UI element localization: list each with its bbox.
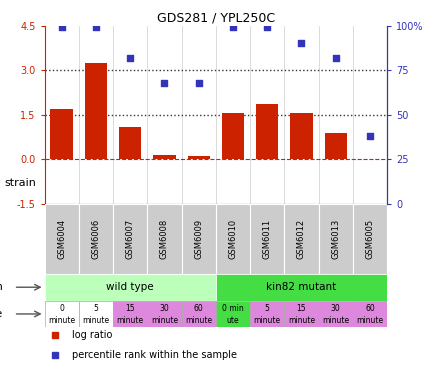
Text: minute: minute (82, 316, 109, 325)
Text: time: time (0, 309, 4, 319)
Text: GSM6012: GSM6012 (297, 219, 306, 259)
Text: GSM6007: GSM6007 (125, 219, 135, 259)
Text: 5: 5 (265, 304, 270, 313)
Text: GSM6010: GSM6010 (228, 219, 238, 259)
Bar (119, 127, 142, 159)
Bar (50, 109, 73, 159)
Bar (147, 300, 182, 327)
Point (195, 80, 202, 86)
Bar (44, 204, 79, 274)
Text: minute: minute (356, 316, 384, 325)
Text: 30: 30 (331, 304, 340, 313)
Bar (250, 300, 284, 327)
Bar (182, 300, 216, 327)
Bar (216, 204, 250, 274)
Bar (319, 300, 353, 327)
Point (58, 25, 65, 30)
Text: minute: minute (185, 316, 212, 325)
Text: kin82 mutant: kin82 mutant (267, 282, 336, 292)
Text: strain: strain (0, 282, 4, 292)
Point (298, 41, 305, 46)
Point (367, 133, 374, 139)
Text: minute: minute (254, 316, 281, 325)
Text: GSM6004: GSM6004 (57, 219, 66, 259)
Text: 0: 0 (59, 304, 64, 313)
Bar (284, 300, 319, 327)
Bar (319, 204, 353, 274)
Bar (79, 204, 113, 274)
Text: 5: 5 (93, 304, 98, 313)
Text: 60: 60 (365, 304, 375, 313)
Bar (79, 300, 113, 327)
Bar (216, 300, 250, 327)
Bar (216, 274, 387, 300)
Bar (256, 104, 279, 159)
Text: minute: minute (151, 316, 178, 325)
Text: 15: 15 (297, 304, 306, 313)
Text: log ratio: log ratio (72, 330, 112, 340)
Text: GSM6011: GSM6011 (263, 219, 272, 259)
Bar (353, 204, 387, 274)
Bar (85, 63, 107, 159)
Text: minute: minute (288, 316, 315, 325)
Bar (353, 300, 387, 327)
Text: percentile rank within the sample: percentile rank within the sample (72, 350, 237, 360)
Text: 30: 30 (160, 304, 169, 313)
Bar (324, 132, 347, 159)
Text: 0 min: 0 min (222, 304, 244, 313)
Bar (284, 204, 319, 274)
Bar (44, 274, 216, 300)
Text: GSM6006: GSM6006 (91, 219, 101, 259)
Bar (290, 113, 313, 159)
Text: GSM6013: GSM6013 (331, 219, 340, 259)
Point (161, 80, 168, 86)
Title: GDS281 / YPL250C: GDS281 / YPL250C (157, 11, 275, 25)
Text: strain: strain (4, 178, 36, 188)
Point (230, 25, 237, 30)
Bar (153, 155, 176, 159)
Text: minute: minute (322, 316, 349, 325)
Text: GSM6009: GSM6009 (194, 219, 203, 259)
Bar (147, 204, 182, 274)
Bar (113, 204, 147, 274)
Bar (222, 113, 244, 159)
Point (332, 55, 340, 61)
Text: 60: 60 (194, 304, 203, 313)
Text: minute: minute (117, 316, 144, 325)
Bar (44, 300, 79, 327)
Text: wild type: wild type (106, 282, 154, 292)
Text: minute: minute (48, 316, 75, 325)
Bar (187, 156, 210, 159)
Text: GSM6005: GSM6005 (365, 219, 375, 259)
Point (127, 55, 134, 61)
Text: 15: 15 (125, 304, 135, 313)
Point (93, 25, 100, 30)
Bar (113, 300, 147, 327)
Text: ute: ute (227, 316, 239, 325)
Bar (250, 204, 284, 274)
Text: GSM6008: GSM6008 (160, 219, 169, 259)
Point (264, 25, 271, 30)
Bar (182, 204, 216, 274)
